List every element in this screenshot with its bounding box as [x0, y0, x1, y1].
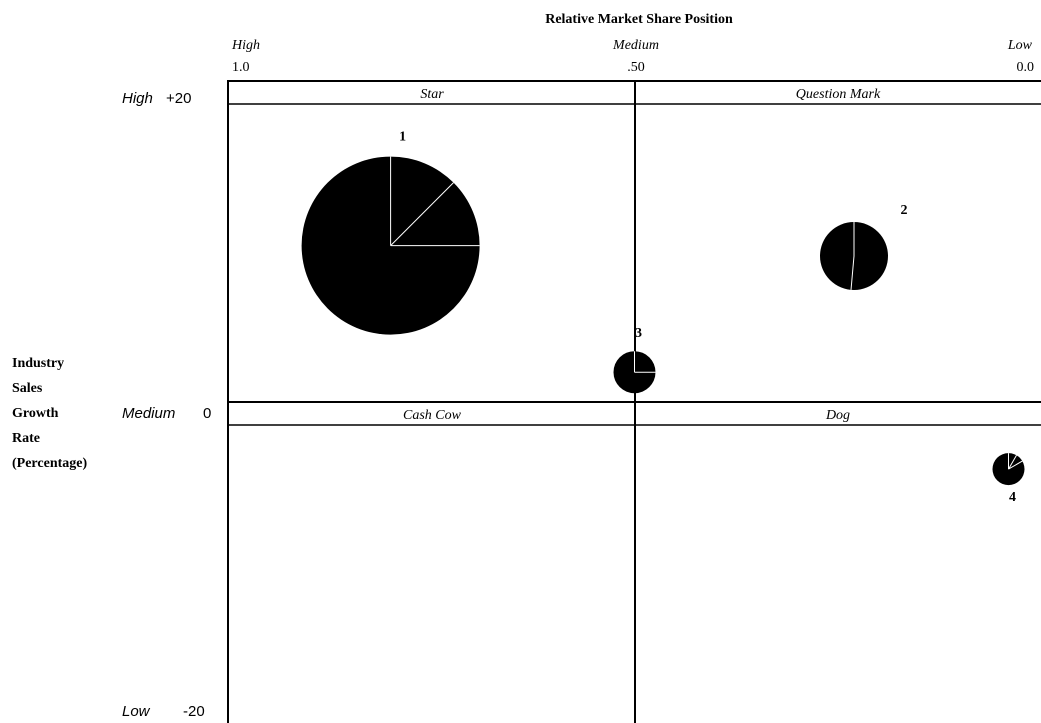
x-level-medium: Medium: [612, 38, 659, 53]
pie-slice-line: [390, 182, 454, 246]
x-tick-high: 1.0: [232, 60, 250, 75]
quadrant-dog-label: Dog: [825, 408, 850, 423]
quadrant-cash-cow-label: Cash Cow: [403, 408, 462, 423]
division-label: 1: [399, 130, 406, 145]
matrix-grid: [227, 80, 1041, 723]
y-tick-medium: 0: [203, 405, 211, 422]
y-axis-label-line: Rate: [12, 431, 40, 446]
y-level-medium: Medium: [122, 405, 175, 422]
y-tick-high: +20: [166, 90, 191, 107]
division-label: 4: [1009, 490, 1016, 505]
x-level-low: Low: [1007, 38, 1033, 53]
quadrant-star-label: Star: [420, 87, 444, 102]
y-axis-label-line: Industry: [12, 356, 64, 371]
x-tick-medium: .50: [627, 60, 645, 75]
pie-slice-line: [1008, 454, 1017, 470]
y-level-high: High: [122, 90, 153, 107]
y-axis-label-line: Sales: [12, 381, 43, 396]
division-label: 3: [635, 326, 642, 341]
y-axis-label-line: (Percentage): [12, 456, 87, 471]
quadrant-question-mark-label: Question Mark: [796, 87, 881, 102]
y-tick-low: -20: [183, 703, 205, 720]
x-level-high: High: [231, 38, 260, 53]
pie-slice-line: [1008, 460, 1023, 470]
division-label: 2: [901, 203, 908, 218]
chart-title: Relative Market Share Position: [545, 12, 733, 27]
division-circles: 1 2 3 4: [301, 130, 1025, 505]
pie-slice-line: [850, 255, 855, 290]
y-axis-label-line: Growth: [12, 406, 59, 421]
y-level-low: Low: [122, 703, 151, 720]
x-tick-low: 0.0: [1017, 60, 1035, 75]
